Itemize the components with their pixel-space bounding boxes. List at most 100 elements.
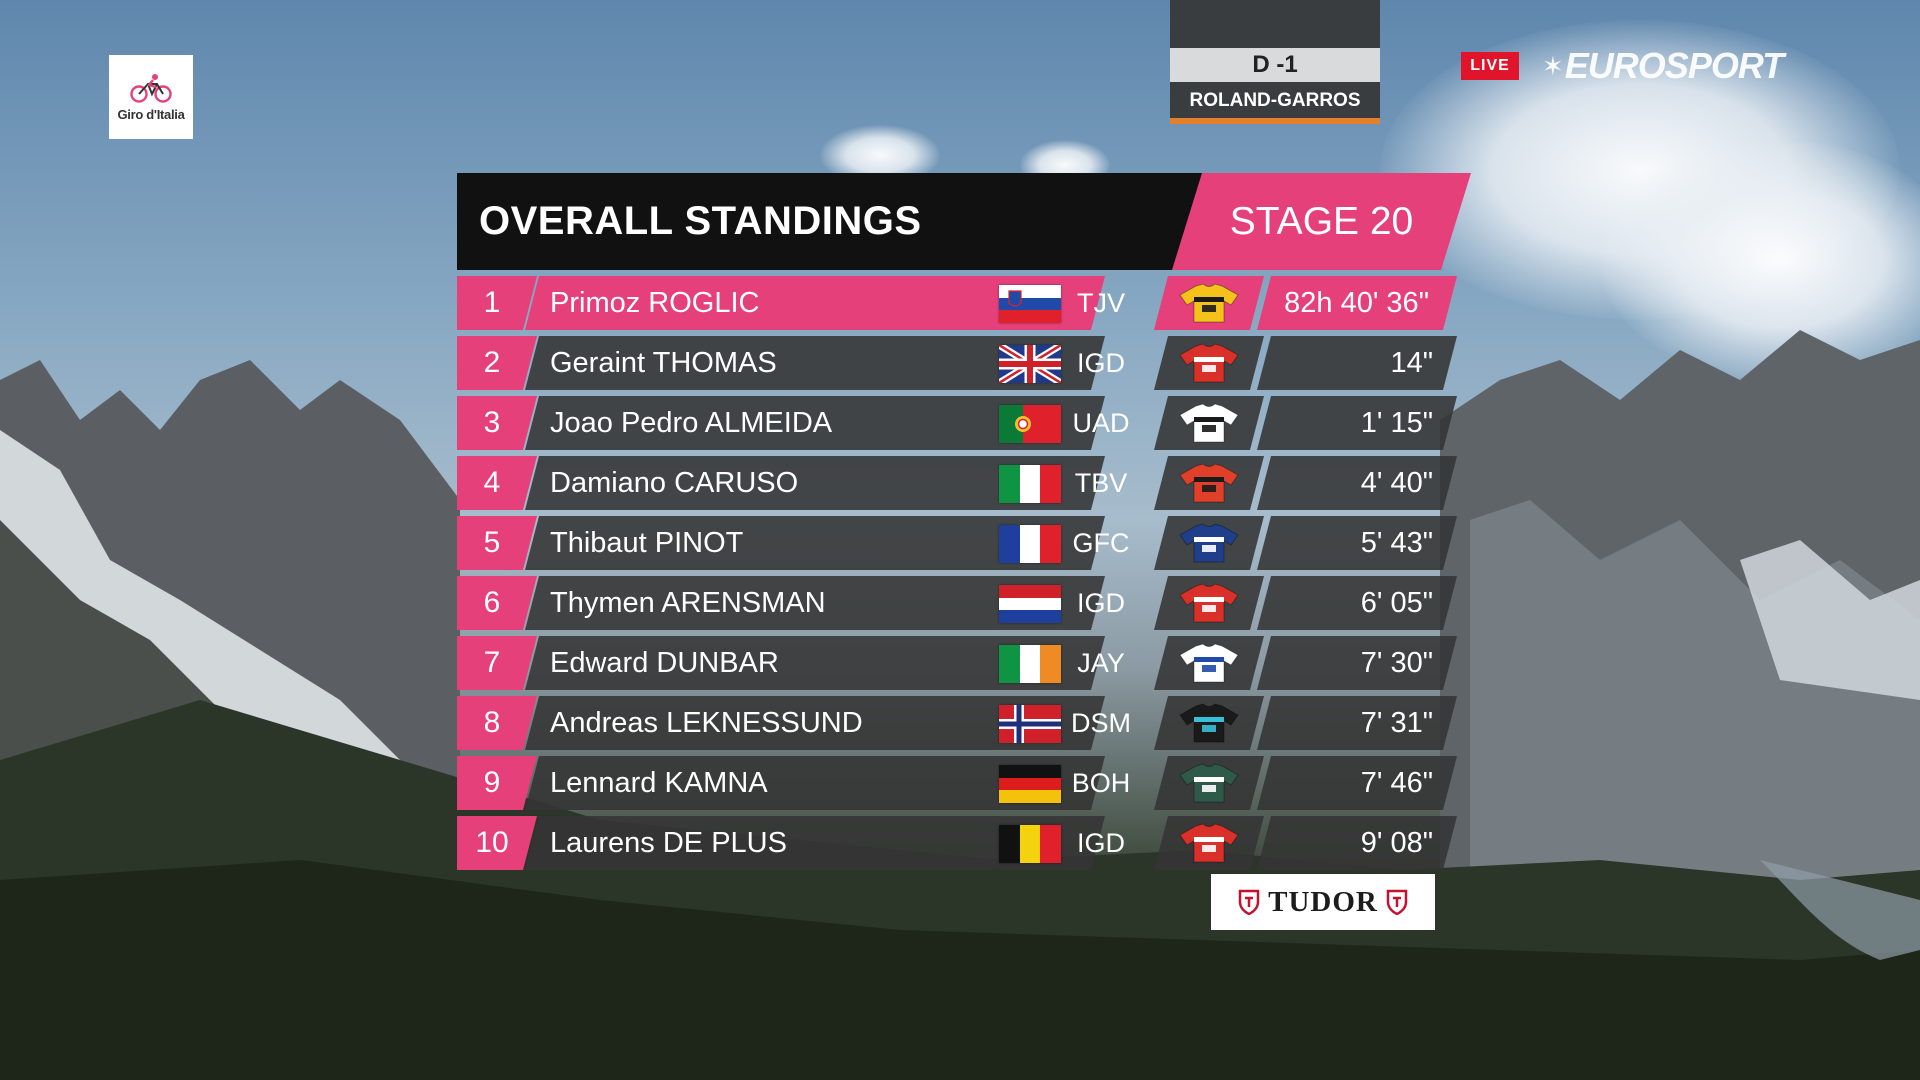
countdown-box: D -1 ROLAND-GARROS — [1170, 0, 1380, 124]
flag-germany-icon — [999, 765, 1061, 803]
countdown-label: D -1 — [1170, 48, 1380, 82]
time-cell: 14" — [1257, 336, 1457, 390]
flag-netherlands-icon — [999, 585, 1061, 623]
standings-row: 3 Joao Pedro ALMEIDA UAD 1' 15" — [457, 396, 1457, 450]
time-cell: 9' 08" — [1257, 816, 1457, 870]
stage-text: STAGE 20 — [1229, 199, 1414, 243]
rider-rank: 1 — [457, 276, 537, 330]
team-code: DSM — [1071, 708, 1131, 738]
standings-row: 2 Geraint THOMAS IGD 14" — [457, 336, 1457, 390]
rider-time: 4' 40" — [1360, 467, 1433, 499]
standings-row: 4 Damiano CARUSO TBV 4' 40" — [457, 456, 1457, 510]
rider-rank: 2 — [457, 336, 537, 390]
rider-time: 6' 05" — [1360, 587, 1433, 619]
rider-name: Edward DUNBAR — [550, 647, 779, 679]
giro-logo: Giro d'Italia — [109, 55, 193, 139]
logo-text: Giro d'Italia — [117, 106, 185, 122]
cyclist-icon — [130, 73, 172, 103]
team-code: JAY — [1077, 648, 1125, 678]
flag-italy-icon — [999, 465, 1061, 503]
rider-time: 7' 31" — [1360, 707, 1433, 739]
team-code: IGD — [1076, 588, 1125, 618]
rider-time: 14" — [1390, 347, 1433, 379]
channel-name: EUROSPORT — [1564, 45, 1784, 86]
standings-row: 8 Andreas LEKNESSUND DSM 7' 31" — [457, 696, 1457, 750]
rider-time: 7' 30" — [1360, 647, 1433, 679]
sponsor-name: TUDOR — [1268, 885, 1378, 918]
jersey-tbv-icon — [1154, 456, 1264, 510]
time-cell: 4' 40" — [1257, 456, 1457, 510]
team-code: TBV — [1074, 468, 1128, 498]
rider-name: Laurens DE PLUS — [550, 827, 787, 859]
time-cell: 82h 40' 36" — [1257, 276, 1457, 330]
jersey-tjv-icon — [1154, 276, 1264, 330]
star-icon: ✶ — [1542, 51, 1564, 81]
standings-row: 1 Primoz ROGLIC TJV 82h 40' 36" — [457, 276, 1457, 330]
rider-rank: 9 — [457, 756, 537, 810]
jersey-dsm-icon — [1154, 696, 1264, 750]
flag-slovenia-icon — [999, 285, 1061, 323]
time-cell: 6' 05" — [1257, 576, 1457, 630]
rider-name: Lennard KAMNA — [550, 767, 768, 799]
jersey-uad-icon — [1154, 396, 1264, 450]
time-cell: 1' 15" — [1257, 396, 1457, 450]
flag-france-icon — [999, 525, 1061, 563]
eurosport-logo: ✶EUROSPORT — [1542, 44, 1784, 88]
flag-portugal-icon — [999, 405, 1061, 443]
rider-rank: 5 — [457, 516, 537, 570]
standings-title: OVERALL STANDINGS — [457, 173, 1207, 270]
shield-icon — [1238, 889, 1260, 915]
rider-rank: 4 — [457, 456, 537, 510]
cloud — [1600, 140, 1920, 380]
rider-time: 82h 40' 36" — [1284, 287, 1429, 319]
jersey-igd-icon — [1154, 816, 1264, 870]
shield-icon — [1386, 889, 1408, 915]
countdown-accent-bar — [1170, 118, 1380, 124]
team-code: IGD — [1076, 348, 1125, 378]
team-code: IGD — [1076, 828, 1125, 858]
rider-name: Joao Pedro ALMEIDA — [550, 407, 833, 439]
sponsor-logo: TUDOR — [1211, 874, 1435, 930]
standings-row: 7 Edward DUNBAR JAY 7' 30" — [457, 636, 1457, 690]
rider-rank: 8 — [457, 696, 537, 750]
stage-label: STAGE 20 — [1172, 173, 1471, 270]
rider-rank: 3 — [457, 396, 537, 450]
jersey-gfc-icon — [1154, 516, 1264, 570]
rider-name: Damiano CARUSO — [550, 467, 799, 499]
flag-belgium-icon — [999, 825, 1061, 863]
team-code: GFC — [1072, 528, 1130, 558]
rider-name: Primoz ROGLIC — [550, 287, 760, 319]
rider-time: 1' 15" — [1360, 407, 1433, 439]
team-code: UAD — [1072, 408, 1130, 438]
standings-row: 6 Thymen ARENSMAN IGD 6' 05" — [457, 576, 1457, 630]
flag-ireland-icon — [999, 645, 1061, 683]
rider-name: Thibaut PINOT — [550, 527, 744, 559]
live-badge: LIVE — [1461, 52, 1519, 80]
time-cell: 7' 30" — [1257, 636, 1457, 690]
jersey-jay-icon — [1154, 636, 1264, 690]
rider-rank: 10 — [457, 816, 537, 870]
rider-time: 7' 46" — [1360, 767, 1433, 799]
time-cell: 7' 46" — [1257, 756, 1457, 810]
flag-uk-icon — [999, 345, 1061, 383]
standings-rows: 1 Primoz ROGLIC TJV 82h 40' 36" 2 Geraint THO… — [457, 276, 1457, 876]
rider-name: Geraint THOMAS — [550, 347, 777, 379]
rider-time: 9' 08" — [1360, 827, 1433, 859]
jersey-boh-icon — [1154, 756, 1264, 810]
jersey-igd-icon — [1154, 336, 1264, 390]
standings-row: 10 Laurens DE PLUS IGD 9' 08" — [457, 816, 1457, 870]
standings-panel: OVERALL STANDINGS STAGE 20 1 Primoz ROGLI… — [457, 173, 1471, 933]
standings-row: 5 Thibaut PINOT GFC 5' 43" — [457, 516, 1457, 570]
rider-name: Andreas LEKNESSUND — [550, 707, 863, 739]
rider-rank: 6 — [457, 576, 537, 630]
jersey-igd-icon — [1154, 576, 1264, 630]
rider-time: 5' 43" — [1360, 527, 1433, 559]
time-cell: 7' 31" — [1257, 696, 1457, 750]
team-code: BOH — [1071, 768, 1131, 798]
flag-norway-icon — [999, 705, 1061, 743]
countdown-event: ROLAND-GARROS — [1189, 90, 1361, 111]
rider-rank: 7 — [457, 636, 537, 690]
team-code: TJV — [1076, 288, 1125, 318]
time-cell: 5' 43" — [1257, 516, 1457, 570]
standings-row: 9 Lennard KAMNA BOH 7' 46" — [457, 756, 1457, 810]
